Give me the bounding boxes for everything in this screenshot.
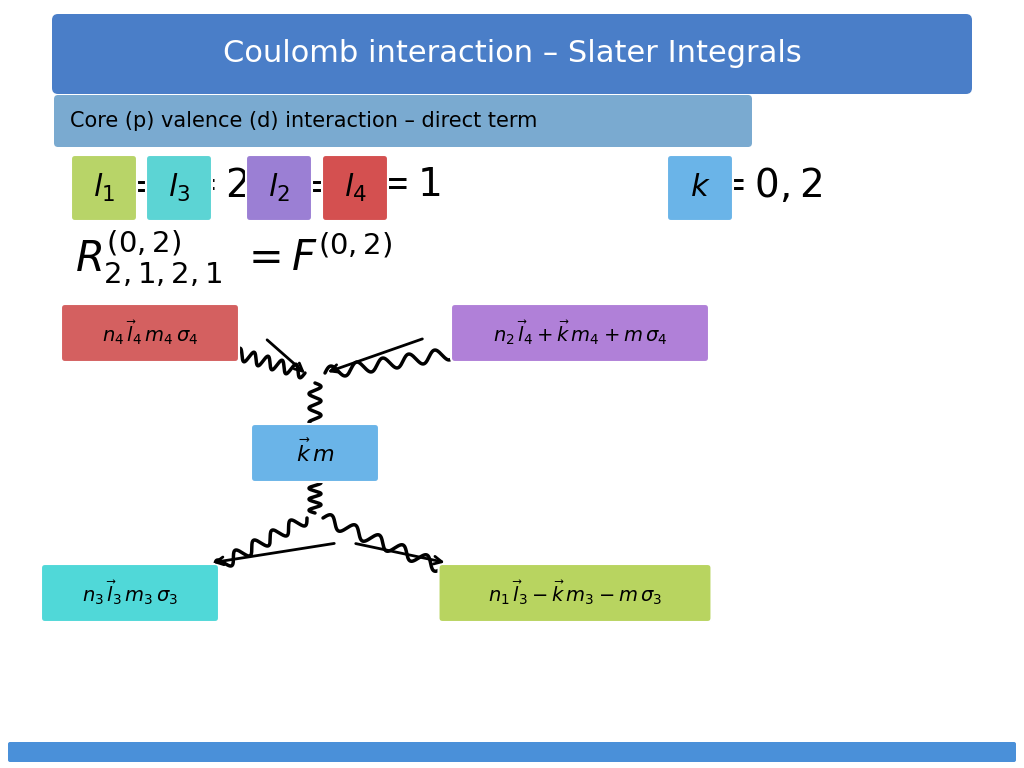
Text: $= 2,$: $= 2,$: [177, 167, 260, 206]
Text: $= F^{(0,2)}$: $= F^{(0,2)}$: [240, 237, 392, 280]
Text: $=$: $=$: [298, 167, 336, 204]
Bar: [66, 68, 958, 71]
Bar: [66, 58, 958, 61]
FancyBboxPatch shape: [667, 155, 733, 221]
Bar: [66, 38, 958, 41]
Bar: [66, 28, 958, 30]
Bar: [66, 56, 958, 59]
Bar: [66, 50, 958, 52]
Bar: [66, 63, 958, 66]
Bar: [66, 36, 958, 38]
Bar: [66, 48, 958, 51]
Text: $l_1$: $l_1$: [93, 172, 115, 204]
Bar: [66, 53, 958, 56]
Text: Core (p) valence (d) interaction – direct term: Core (p) valence (d) interaction – direc…: [70, 111, 538, 131]
Bar: [66, 71, 958, 74]
Text: $n_3\,\vec{l}_3\,m_3\,\sigma_3$: $n_3\,\vec{l}_3\,m_3\,\sigma_3$: [82, 579, 178, 607]
Text: $k$: $k$: [690, 173, 711, 204]
Text: $n_1\,\vec{l}_3 - \vec{k}\,m_3 - m\,\sigma_3$: $n_1\,\vec{l}_3 - \vec{k}\,m_3 - m\,\sig…: [487, 579, 663, 607]
Bar: [66, 85, 958, 88]
Text: $n_2\,\vec{l}_4 + \vec{k}\,m_4 + m\,\sigma_4$: $n_2\,\vec{l}_4 + \vec{k}\,m_4 + m\,\sig…: [493, 319, 668, 347]
Bar: [66, 65, 958, 68]
Bar: [66, 74, 958, 76]
Bar: [66, 43, 958, 45]
Bar: [66, 51, 958, 54]
Text: Coulomb interaction – Slater Integrals: Coulomb interaction – Slater Integrals: [222, 39, 802, 68]
Bar: [66, 31, 958, 34]
Bar: [66, 70, 958, 73]
Text: $=$: $=$: [123, 167, 161, 204]
Bar: [66, 39, 958, 42]
Text: $l_4$: $l_4$: [343, 172, 367, 204]
Bar: [66, 75, 958, 78]
FancyBboxPatch shape: [71, 155, 137, 221]
Text: $l_2$: $l_2$: [268, 172, 290, 204]
Text: $= 1$: $= 1$: [370, 167, 440, 204]
Bar: [66, 32, 958, 35]
Bar: [66, 22, 958, 25]
Bar: [66, 46, 958, 49]
Bar: [66, 24, 958, 27]
Bar: [66, 45, 958, 47]
FancyBboxPatch shape: [8, 742, 1016, 762]
Bar: [66, 82, 958, 84]
Bar: [66, 60, 958, 62]
Text: $l_3$: $l_3$: [168, 172, 190, 204]
Text: $n_4\,\vec{l}_4\,m_4\,\sigma_4$: $n_4\,\vec{l}_4\,m_4\,\sigma_4$: [101, 319, 199, 347]
FancyBboxPatch shape: [146, 155, 212, 221]
Bar: [66, 80, 958, 83]
FancyBboxPatch shape: [41, 564, 219, 622]
FancyBboxPatch shape: [322, 155, 388, 221]
Bar: [66, 84, 958, 86]
Bar: [66, 55, 958, 58]
Bar: [66, 35, 958, 37]
Bar: [66, 41, 958, 44]
Text: $R^{(0,2)}_{2,1,2,1}$: $R^{(0,2)}_{2,1,2,1}$: [75, 227, 222, 288]
Bar: [66, 21, 958, 23]
FancyBboxPatch shape: [251, 424, 379, 482]
Bar: [66, 77, 958, 80]
Bar: [66, 26, 958, 28]
FancyBboxPatch shape: [438, 564, 712, 622]
FancyBboxPatch shape: [52, 14, 972, 94]
FancyBboxPatch shape: [54, 95, 752, 147]
FancyBboxPatch shape: [61, 304, 239, 362]
Bar: [66, 78, 958, 81]
Text: $\vec{k}\,m$: $\vec{k}\,m$: [296, 439, 334, 467]
FancyBboxPatch shape: [451, 304, 709, 362]
Text: $= 0, 2$: $= 0, 2$: [708, 167, 822, 206]
Bar: [66, 29, 958, 32]
Bar: [66, 61, 958, 65]
Bar: [66, 67, 958, 69]
FancyBboxPatch shape: [246, 155, 312, 221]
Bar: [66, 19, 958, 22]
